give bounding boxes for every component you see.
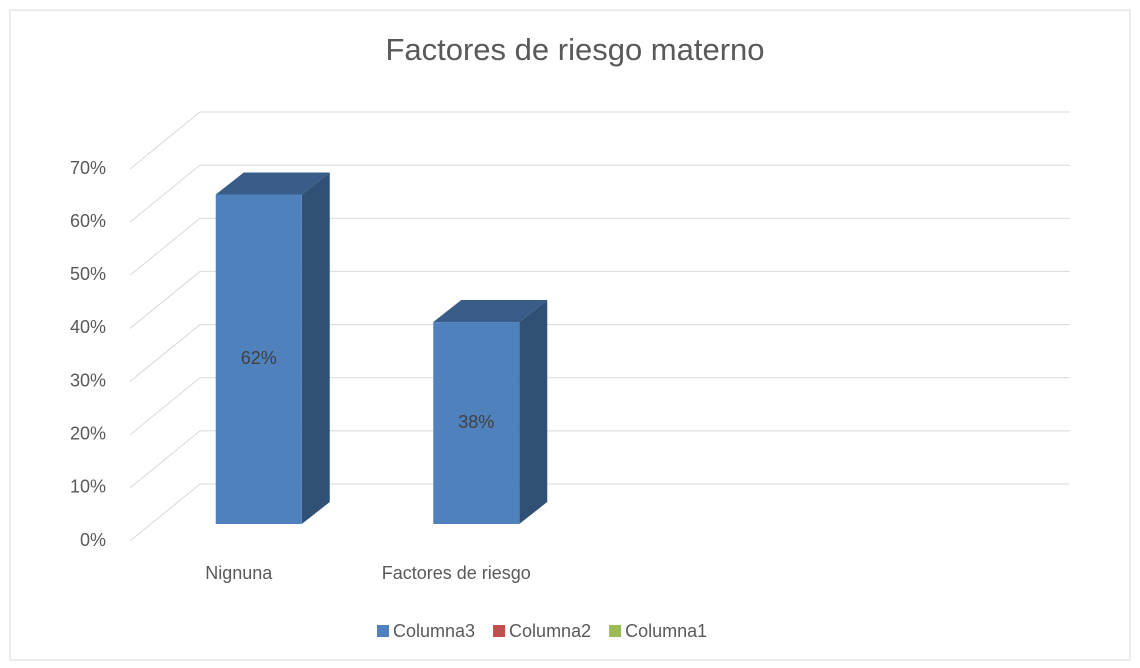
- legend-swatch: [609, 625, 622, 637]
- side-grid-line: [129, 164, 201, 223]
- bar-side: [519, 300, 548, 524]
- bar-top: [433, 300, 548, 323]
- legend-label: Columna2: [509, 621, 591, 641]
- y-tick-label: 20%: [70, 423, 106, 443]
- legend-swatch: [493, 625, 506, 637]
- x-tick-label: Nignuna: [205, 563, 273, 583]
- y-tick-label: 40%: [70, 317, 106, 337]
- y-tick-label: 50%: [70, 264, 106, 284]
- chart-title: Factores de riesgo materno: [385, 32, 764, 67]
- y-tick-label: 10%: [70, 477, 106, 497]
- bar: [433, 322, 520, 524]
- chart-border: [9, 9, 1131, 661]
- y-tick-label: 70%: [70, 158, 106, 178]
- side-grid-line: [129, 324, 201, 382]
- y-tick-label: 30%: [70, 370, 106, 390]
- data-label: 62%: [241, 348, 277, 368]
- bar-side: [301, 172, 330, 524]
- bar: [215, 194, 302, 524]
- side-grid-line: [129, 111, 201, 170]
- y-tick-label: 0%: [80, 530, 106, 550]
- bar-top: [215, 172, 330, 195]
- x-tick-label: Factores de riesgo: [382, 563, 531, 583]
- side-grid-line: [129, 377, 201, 436]
- legend-swatch: [377, 625, 389, 637]
- legend-label: Columna3: [393, 621, 475, 641]
- data-label: 38%: [458, 412, 494, 432]
- side-grid-line: [129, 217, 201, 276]
- legend-label: Columna1: [625, 621, 707, 641]
- side-grid-line: [129, 271, 201, 329]
- y-tick-label: 60%: [70, 211, 106, 231]
- side-grid-line: [129, 430, 201, 489]
- side-grid-line: [129, 483, 201, 542]
